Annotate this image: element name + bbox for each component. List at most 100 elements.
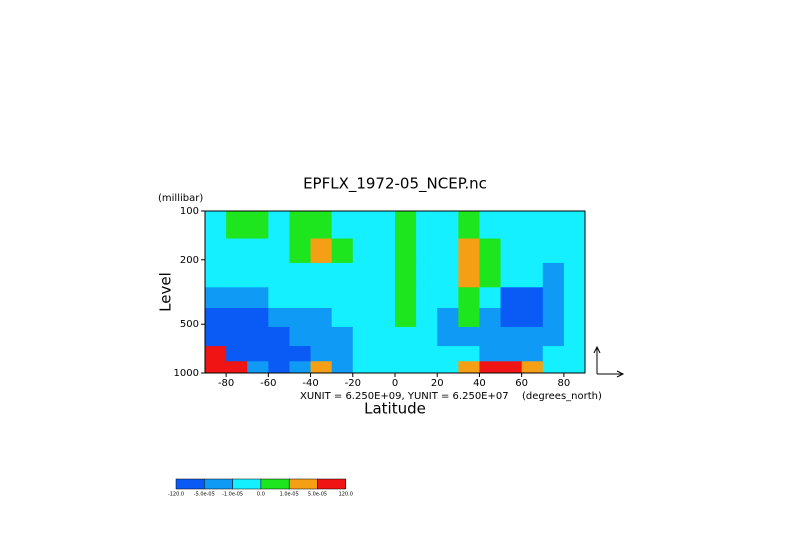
contour-cell: [542, 211, 565, 240]
contour-cell: [563, 262, 586, 288]
contour-cell: [205, 307, 227, 328]
x-tick-label: 20: [431, 378, 444, 389]
contour-cell: [373, 238, 396, 264]
contour-cell: [542, 326, 565, 347]
contour-cell: [310, 238, 333, 264]
contour-cell: [458, 346, 480, 362]
contour-cell: [437, 346, 459, 362]
contour-cell: [395, 211, 417, 240]
contour-cell: [521, 346, 544, 362]
contour-cell: [542, 238, 565, 264]
contour-cell: [458, 361, 480, 374]
contour-cell: [479, 238, 502, 264]
contour-cell: [247, 326, 269, 347]
contour-cell: [395, 346, 417, 362]
contour-cell: [331, 346, 354, 362]
contour-cell: [352, 326, 375, 347]
contour-cell: [500, 326, 523, 347]
contour-cell: [226, 346, 248, 362]
contour-cell: [352, 211, 375, 240]
y-tick-label: 1000: [174, 368, 199, 379]
contour-cell: [205, 211, 227, 240]
colorbar-label: 0.0: [257, 492, 265, 498]
contour-cell: [289, 238, 312, 264]
contour-cell: [289, 346, 312, 362]
contour-cell: [458, 262, 480, 288]
y-axis-label: Level: [157, 272, 175, 312]
contour-cell: [416, 326, 438, 347]
contour-cell: [479, 346, 502, 362]
contour-cell: [521, 361, 544, 374]
contour-cell: [205, 346, 227, 362]
contour-cell: [542, 307, 565, 328]
contour-cell: [247, 346, 269, 362]
contour-cell: [352, 238, 375, 264]
y-tick-label: 200: [180, 255, 199, 266]
y-unit: (millibar): [158, 193, 203, 204]
contour-cell: [205, 262, 227, 288]
contour-cell: [458, 307, 480, 328]
colorbar-box: [260, 478, 290, 490]
contour-cell: [247, 262, 269, 288]
x-tick-label: -40: [302, 378, 318, 389]
colorbar-box: [317, 478, 347, 490]
contour-cell: [500, 211, 523, 240]
x-unit: (degrees_north): [522, 391, 602, 402]
contour-cell: [416, 307, 438, 328]
colorbar-box: [232, 478, 262, 490]
contour-cell: [289, 326, 312, 347]
contour-cell: [521, 211, 544, 240]
contour-cell: [352, 287, 375, 309]
contour-cell: [521, 262, 544, 288]
contour-cell: [226, 326, 248, 347]
contour-cell: [542, 262, 565, 288]
contour-cell: [289, 262, 312, 288]
contour-cell: [563, 346, 586, 362]
contour-cell: [331, 287, 354, 309]
contour-cell: [563, 211, 586, 240]
contour-cell: [373, 287, 396, 309]
contour-cell: [373, 361, 396, 374]
y-tick-label: 500: [180, 319, 199, 330]
x-tick-label: 40: [473, 378, 486, 389]
contour-cell: [563, 361, 586, 374]
contour-cell: [479, 307, 502, 328]
contour-cell: [479, 262, 502, 288]
contour-cell: [289, 211, 312, 240]
colorbar-label: 120.0: [339, 492, 353, 498]
contour-cell: [563, 326, 586, 347]
contour-cell: [373, 326, 396, 347]
contour-cell: [521, 326, 544, 347]
contour-cell: [226, 307, 248, 328]
colorbar-label: 1.0e-05: [280, 492, 299, 498]
contour-cell: [500, 307, 523, 328]
contour-cell: [268, 307, 290, 328]
colorbar-box: [204, 478, 233, 490]
contour-cell: [352, 262, 375, 288]
contour-cell: [247, 211, 269, 240]
contour-cell: [268, 346, 290, 362]
contour-cell: [479, 326, 502, 347]
contour-cell: [479, 287, 502, 309]
contour-cell: [373, 307, 396, 328]
contour-cell: [268, 326, 290, 347]
contour-cell: [521, 287, 544, 309]
contour-cell: [226, 238, 248, 264]
contour-cell: [331, 238, 354, 264]
contour-cell: [500, 287, 523, 309]
contour-cell: [416, 361, 438, 374]
contour-cell: [205, 361, 227, 374]
contour-cell: [395, 307, 417, 328]
contour-cell: [416, 346, 438, 362]
contour-cell: [416, 238, 438, 264]
contour-cell: [437, 287, 459, 309]
contour-cell: [205, 238, 227, 264]
contour-cell: [205, 287, 227, 309]
reference-vector: [593, 345, 625, 378]
contour-cell: [458, 326, 480, 347]
contour-cell: [500, 238, 523, 264]
contour-cell: [331, 326, 354, 347]
contour-cell: [352, 361, 375, 374]
contour-cell: [226, 211, 248, 240]
